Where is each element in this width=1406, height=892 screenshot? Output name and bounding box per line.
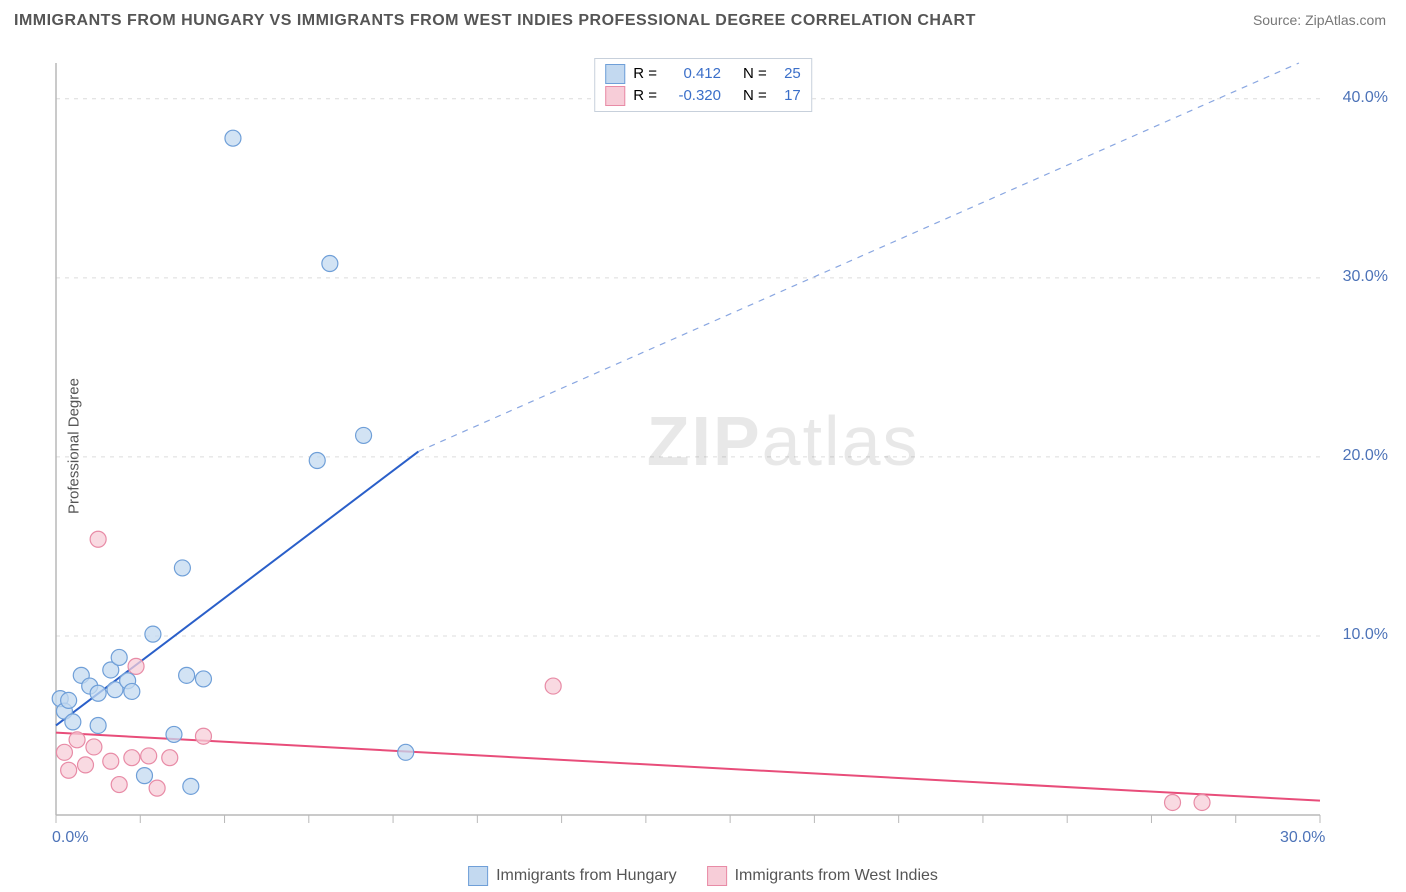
- swatch-westindies: [605, 86, 625, 106]
- n-label: N =: [743, 85, 767, 107]
- chart-title: IMMIGRANTS FROM HUNGARY VS IMMIGRANTS FR…: [14, 12, 976, 30]
- legend-entry-westindies: Immigrants from West Indies: [707, 866, 938, 886]
- y-tick-label: 20.0%: [1343, 447, 1388, 465]
- scatter-svg: [50, 55, 1380, 845]
- stats-row-westindies: R = -0.320 N = 17: [605, 85, 801, 107]
- r-label: R =: [633, 63, 657, 85]
- y-tick-label: 40.0%: [1343, 89, 1388, 107]
- r-value-hungary: 0.412: [665, 63, 721, 85]
- n-value-hungary: 25: [775, 63, 801, 85]
- n-value-westindies: 17: [775, 85, 801, 107]
- n-label: N =: [743, 63, 767, 85]
- legend-label-westindies: Immigrants from West Indies: [735, 867, 938, 885]
- stats-row-hungary: R = 0.412 N = 25: [605, 63, 801, 85]
- plot-area: [50, 55, 1380, 845]
- r-value-westindies: -0.320: [665, 85, 721, 107]
- source-label: Source: ZipAtlas.com: [1253, 12, 1386, 28]
- series-legend: Immigrants from Hungary Immigrants from …: [468, 866, 938, 886]
- swatch-hungary: [605, 64, 625, 84]
- stats-legend: R = 0.412 N = 25 R = -0.320 N = 17: [594, 58, 812, 112]
- legend-label-hungary: Immigrants from Hungary: [496, 867, 677, 885]
- y-tick-label: 30.0%: [1343, 268, 1388, 286]
- legend-swatch-hungary: [468, 866, 488, 886]
- y-tick-label: 10.0%: [1343, 626, 1388, 644]
- legend-swatch-westindies: [707, 866, 727, 886]
- legend-entry-hungary: Immigrants from Hungary: [468, 866, 677, 886]
- x-tick-label: 0.0%: [52, 829, 88, 847]
- x-tick-label: 30.0%: [1280, 829, 1325, 847]
- r-label: R =: [633, 85, 657, 107]
